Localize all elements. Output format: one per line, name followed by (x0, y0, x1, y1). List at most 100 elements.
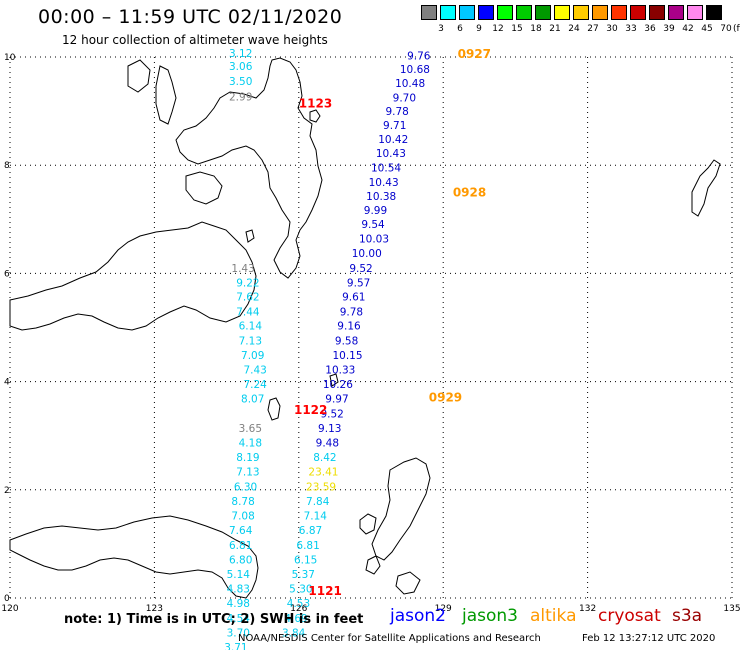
wave-height-value: 3.12 (229, 48, 252, 60)
legend-value: 9 (476, 24, 482, 34)
wave-height-value: 10.15 (332, 350, 362, 362)
legend-value: 33 (625, 24, 637, 34)
x-tick-label: 120 (1, 604, 18, 614)
satellite-name: jason3 (462, 606, 518, 626)
wave-height-value: 9.78 (340, 307, 363, 319)
track-time-label: 1122 (294, 403, 327, 417)
track-time-label: 1121 (308, 584, 341, 598)
legend-value: 39 (663, 24, 675, 34)
legend-swatch (649, 5, 665, 20)
legend-swatch (497, 5, 513, 20)
wave-height-value: 5.37 (292, 569, 315, 581)
wave-height-value: 6.80 (229, 554, 252, 566)
wave-height-value: 9.16 (337, 321, 361, 333)
coastline-samar (175, 57, 323, 279)
wave-height-value: 5.30 (289, 584, 312, 596)
x-tick-label: 129 (435, 604, 452, 614)
wave-height-value: 7.44 (236, 307, 260, 319)
legend-swatch (478, 5, 494, 20)
wave-height-value: 10.42 (378, 134, 408, 146)
wave-height-value: 9.48 (316, 438, 339, 450)
coastline-halmahera (371, 457, 431, 561)
wave-height-value: 8.19 (236, 452, 259, 464)
wave-height-value: 7.13 (236, 467, 259, 479)
y-tick-label: 6 (4, 269, 10, 279)
wave-height-value: 3.71 (224, 642, 247, 650)
track-time-labels: 0927 0928 0929 1123 1122 1121 (294, 47, 491, 598)
wave-height-value: 9.70 (393, 92, 416, 104)
wave-height-value: 7.14 (304, 511, 328, 523)
track-time-label: 0929 (429, 391, 462, 405)
wave-height-value: 6.81 (229, 540, 252, 552)
legend-unit: (ft) (733, 24, 740, 34)
wave-height-value: 4.98 (227, 598, 250, 610)
wave-height-value: 10.54 (371, 163, 401, 175)
coastline-cebu-strip (155, 65, 177, 125)
wave-height-value: 4.18 (239, 438, 262, 450)
legend-swatch (706, 5, 722, 20)
wave-height-value: 6.15 (294, 554, 317, 566)
legend-value: 12 (492, 24, 504, 34)
wave-height-value: 10.68 (400, 64, 430, 76)
wave-height-value: 9.22 (236, 277, 259, 289)
wave-height-value: 3.84 (282, 627, 306, 639)
wave-height-value: 6.87 (299, 525, 322, 537)
wave-height-value: 6.81 (296, 540, 319, 552)
legend-value: 45 (701, 24, 713, 34)
legend-swatch (440, 5, 456, 20)
wave-height-value: 4.53 (287, 598, 310, 610)
wave-height-value: 4.54 (227, 613, 251, 625)
wave-height-value: 3.65 (239, 423, 262, 435)
track-time-label: 1123 (299, 96, 332, 110)
legend-swatch (687, 5, 703, 20)
wave-height-value: 10.48 (395, 78, 425, 90)
legend-swatch (459, 5, 475, 20)
satellite-name: cryosat (598, 606, 661, 626)
legend-value: 42 (682, 24, 694, 34)
wave-height-value: 4.69 (284, 613, 307, 625)
coastline-mindanao (9, 221, 257, 331)
wave-height-value: 3.50 (229, 76, 252, 88)
wave-height-value: 9.52 (349, 263, 372, 275)
wave-height-value: 2.99 (229, 91, 252, 103)
x-tick-label: 132 (579, 604, 596, 614)
lat-lon-grid (9, 56, 733, 599)
y-tick-label: 0 (4, 594, 10, 604)
legend-value: 21 (549, 24, 561, 34)
satellite-name: s3a (672, 606, 703, 626)
wave-height-value: 23.59 (306, 481, 336, 493)
wave-height-value: 7.43 (243, 364, 266, 376)
legend-swatch (573, 5, 589, 20)
wave-height-value: 4.83 (227, 584, 250, 596)
wave-height-value: 9.76 (407, 51, 431, 63)
x-tick-label: 126 (290, 604, 307, 614)
wave-height-value: 8.42 (313, 452, 336, 464)
coastline-sulawesi (9, 515, 259, 599)
legend-swatch (554, 5, 570, 20)
legend-swatch (535, 5, 551, 20)
coastline-small-island-c (329, 373, 339, 387)
map-title: 00:00 – 11:59 UTC 02/11/2020 (38, 6, 343, 28)
legend-value: 6 (457, 24, 463, 34)
track-time-label: 0927 (458, 47, 491, 61)
legend-value: 18 (530, 24, 542, 34)
legend-swatch (421, 5, 437, 20)
legend-swatch (592, 5, 608, 20)
satellite-name: altika (530, 606, 577, 626)
coastline-palau (691, 159, 721, 217)
coastline-bohol (185, 171, 223, 205)
legend-value: 27 (587, 24, 599, 34)
legend-value: 30 (606, 24, 618, 34)
legend-swatch (668, 5, 684, 20)
coastline-mindanao-north (127, 59, 151, 93)
wave-height-value: 10.26 (323, 379, 353, 391)
wave-height-value: 9.61 (342, 291, 365, 303)
track-time-label: 0928 (453, 186, 486, 200)
coastline-sangihe (267, 397, 281, 421)
wave-height-value: 10.43 (369, 177, 399, 189)
wave-height-value: 9.99 (364, 205, 387, 217)
legend-value: 70 (720, 24, 732, 34)
wave-height-value: 7.84 (306, 496, 330, 508)
